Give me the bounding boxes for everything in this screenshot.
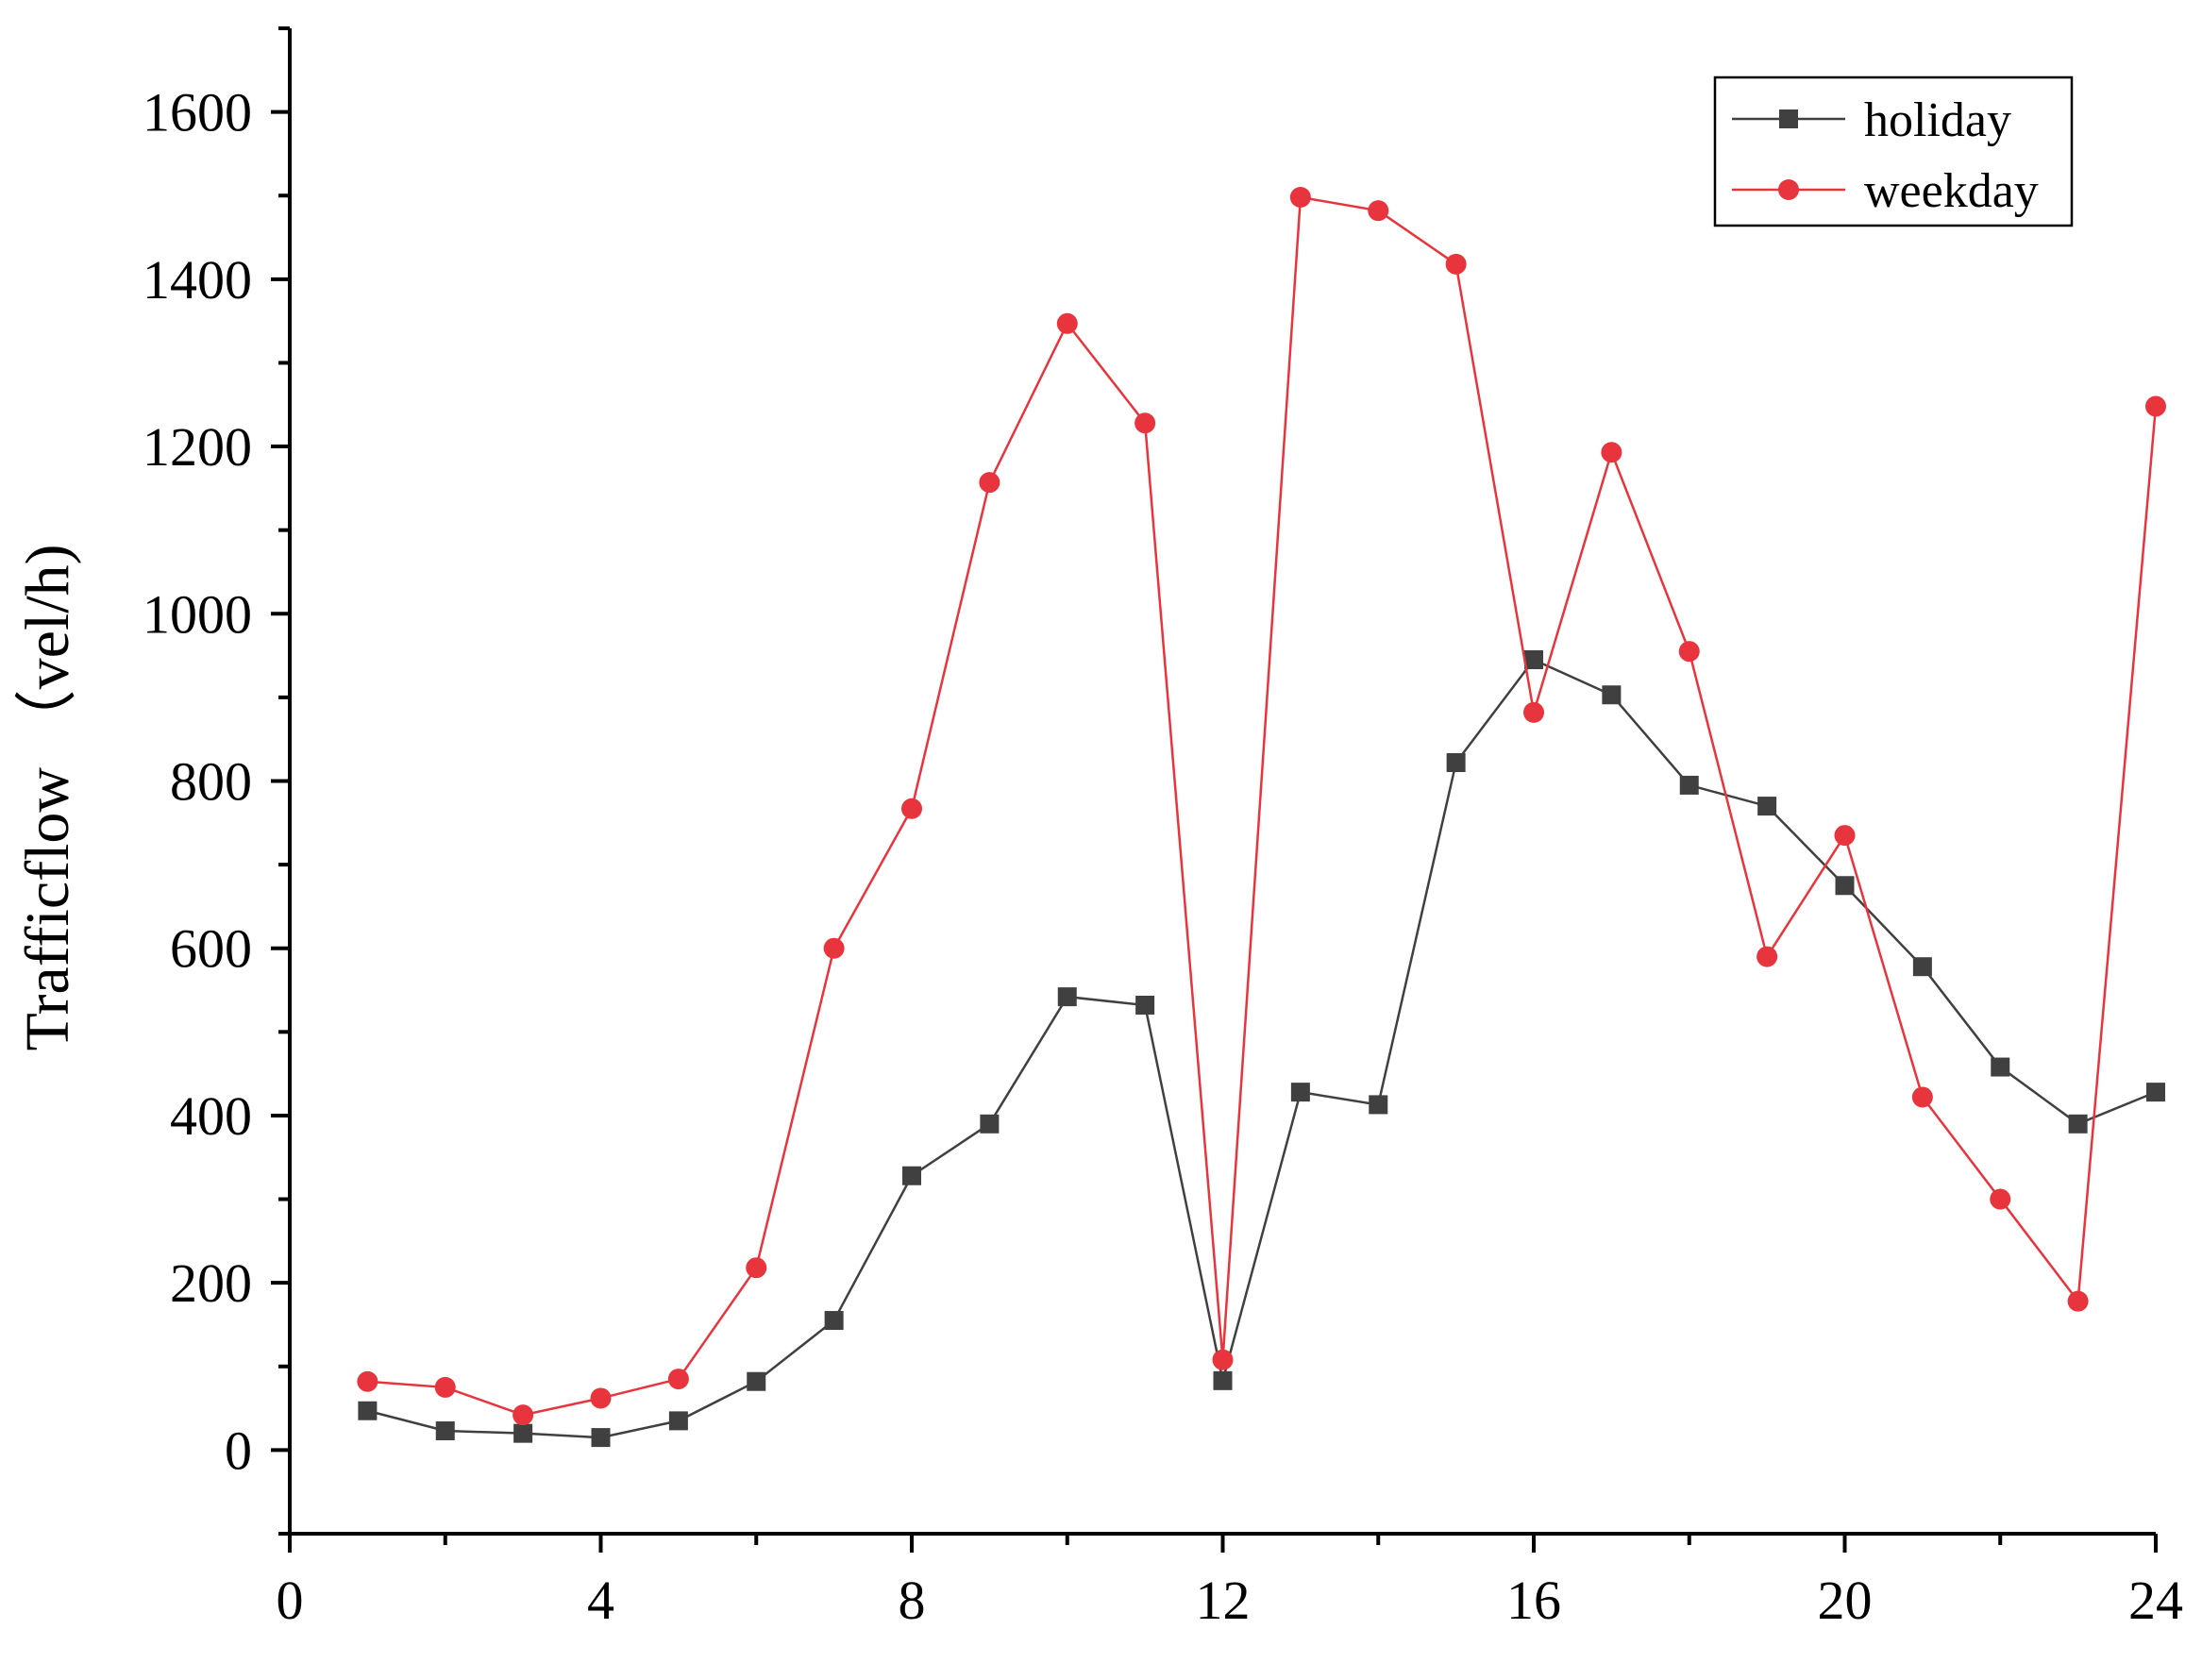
- series-weekday: [357, 186, 2166, 1426]
- x-tick-label: 12: [1196, 1570, 1251, 1631]
- y-tick-label: 600: [170, 918, 252, 980]
- holiday-point: [747, 1371, 766, 1391]
- holiday-point: [1290, 1083, 1310, 1102]
- holiday-point: [1057, 987, 1077, 1007]
- y-tick-label: 400: [170, 1085, 252, 1147]
- weekday-point: [2145, 395, 2166, 417]
- weekday-point: [434, 1376, 456, 1398]
- y-axis-title: Trafficflow （vel/h): [13, 544, 82, 1050]
- weekday-point: [1445, 253, 1467, 275]
- y-tick-label: 1200: [143, 416, 252, 478]
- weekday-point: [2067, 1290, 2089, 1312]
- axes: 0 4 8 12 16 20 24 0 200 400 600 800 1000 1200 1400 1600: [143, 26, 2183, 1631]
- x-tick-label: 24: [2128, 1570, 2183, 1631]
- legend-item-holiday: holiday: [1732, 93, 2011, 147]
- weekday-point: [1523, 701, 1544, 723]
- legend: holiday weekday: [1713, 76, 2074, 227]
- weekday-point: [513, 1404, 534, 1426]
- legend-label: holiday: [1864, 93, 2011, 147]
- y-tick-label: 800: [170, 751, 252, 813]
- holiday-point: [824, 1311, 844, 1331]
- y-tick-label: 1000: [143, 583, 252, 645]
- weekday-point: [590, 1387, 612, 1409]
- weekday-point: [1834, 825, 1856, 847]
- weekday-point: [1911, 1086, 1933, 1108]
- weekday-point: [1212, 1349, 1234, 1370]
- y-tick-label: 1600: [143, 82, 252, 143]
- legend-marker: [1779, 109, 1798, 128]
- series-holiday: [358, 650, 2165, 1448]
- x-tick-label: 4: [587, 1570, 614, 1631]
- holiday-point: [1835, 876, 1855, 896]
- legend-marker: [1778, 179, 1799, 200]
- x-tick-label: 8: [899, 1570, 926, 1631]
- holiday-point: [902, 1166, 921, 1185]
- legend-box: [1713, 76, 2074, 227]
- holiday-point: [2068, 1114, 2088, 1134]
- x-tick-label: 0: [277, 1570, 304, 1631]
- y-tick-label: 1400: [143, 249, 252, 311]
- holiday-point: [1213, 1370, 1233, 1390]
- holiday-point: [1602, 685, 1622, 705]
- weekday-point: [1678, 641, 1700, 663]
- holiday-point: [1135, 995, 1155, 1015]
- series-layer: [357, 186, 2166, 1448]
- holiday-point: [1524, 650, 1543, 670]
- holiday-point: [980, 1114, 1000, 1134]
- holiday-point: [1369, 1095, 1388, 1115]
- holiday-point: [513, 1423, 533, 1443]
- holiday-point: [668, 1411, 688, 1431]
- holiday-point: [1679, 775, 1699, 795]
- holiday-point: [1912, 957, 1932, 977]
- weekday-point: [823, 937, 845, 959]
- weekday-point: [901, 798, 922, 819]
- weekday-point: [1601, 442, 1622, 463]
- weekday-point: [746, 1257, 767, 1279]
- legend-item-weekday: weekday: [1732, 164, 2039, 218]
- legend-label: weekday: [1864, 164, 2039, 218]
- holiday-line: [367, 658, 2157, 1439]
- weekday-point: [1368, 200, 1389, 222]
- x-tick-label: 20: [1818, 1570, 1873, 1631]
- weekday-point: [357, 1370, 378, 1392]
- weekday-point: [1990, 1188, 2011, 1210]
- y-tick-label: 200: [170, 1252, 252, 1314]
- weekday-point: [667, 1369, 689, 1390]
- x-tick-label: 16: [1506, 1570, 1561, 1631]
- y-tick-label: 0: [225, 1420, 252, 1481]
- holiday-point: [1446, 753, 1466, 773]
- holiday-point: [2146, 1083, 2165, 1102]
- holiday-point: [591, 1428, 611, 1448]
- weekday-point: [979, 472, 1000, 494]
- weekday-point: [1056, 312, 1078, 334]
- holiday-point: [1991, 1057, 2010, 1077]
- weekday-point: [1757, 946, 1778, 967]
- weekday-line: [367, 195, 2158, 1417]
- holiday-point: [1757, 797, 1777, 816]
- weekday-point: [1289, 186, 1311, 208]
- holiday-point: [435, 1421, 455, 1441]
- holiday-point: [358, 1401, 378, 1420]
- weekday-point: [1135, 412, 1156, 434]
